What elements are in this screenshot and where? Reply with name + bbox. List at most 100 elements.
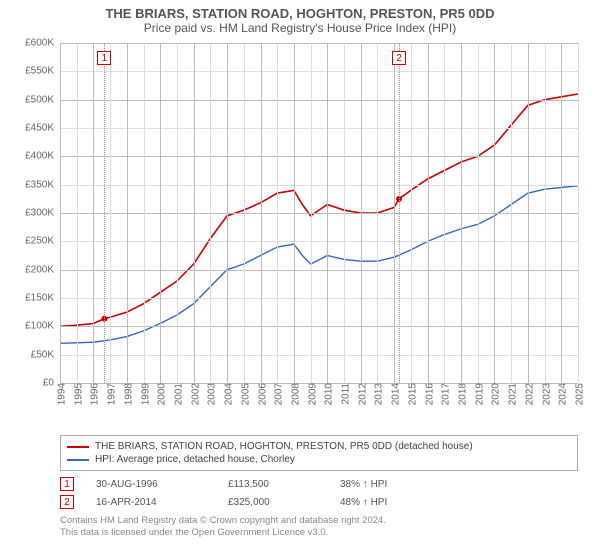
y-tick-label: £300K [25,208,60,219]
x-tick-label: 2004 [220,383,235,405]
transaction-row: 216-APR-2014£325,00048% ↑ HPI [60,493,578,511]
x-tick-label: 2022 [520,383,535,405]
x-gridline [444,43,445,383]
x-gridline [60,43,61,383]
x-gridline [411,43,412,383]
footer-line: Contains HM Land Registry data © Crown c… [60,515,578,527]
y-tick-label: £250K [25,236,60,247]
y-gridline [60,241,578,242]
x-gridline [210,43,211,383]
x-tick-label: 1995 [69,383,84,405]
x-tick-label: 2013 [370,383,385,405]
x-gridline [110,43,111,383]
y-gridline [60,213,578,214]
x-gridline [93,43,94,383]
y-gridline [60,270,578,271]
y-gridline [60,71,578,72]
legend-row: HPI: Average price, detached house, Chor… [67,453,571,466]
x-tick-label: 2006 [253,383,268,405]
x-gridline [494,43,495,383]
legend-swatch [67,459,89,461]
x-tick-label: 2007 [270,383,285,405]
y-tick-label: £150K [25,293,60,304]
x-gridline [578,43,579,383]
x-gridline [511,43,512,383]
x-tick-label: 2009 [303,383,318,405]
x-tick-label: 2005 [236,383,251,405]
x-tick-label: 2015 [403,383,418,405]
transaction-price: £113,500 [228,479,318,490]
x-gridline [377,43,378,383]
transaction-vs-hpi: 38% ↑ HPI [340,479,387,490]
x-gridline [244,43,245,383]
y-gridline [60,43,578,44]
x-gridline [344,43,345,383]
x-tick-label: 2008 [286,383,301,405]
y-gridline [60,355,578,356]
x-gridline [561,43,562,383]
transaction-marker: 1 [60,477,74,491]
legend-label: THE BRIARS, STATION ROAD, HOGHTON, PREST… [95,441,473,452]
footer-attribution: Contains HM Land Registry data © Crown c… [60,515,578,540]
x-gridline [160,43,161,383]
y-gridline [60,326,578,327]
x-gridline [261,43,262,383]
x-tick-label: 2017 [437,383,452,405]
x-tick-label: 2020 [487,383,502,405]
legend: THE BRIARS, STATION ROAD, HOGHTON, PREST… [60,435,578,471]
transaction-marker: 2 [60,495,74,509]
chart: £0£50K£100K£150K£200K£250K£300K£350K£400… [0,39,600,429]
page-title: THE BRIARS, STATION ROAD, HOGHTON, PREST… [0,0,600,21]
x-gridline [361,43,362,383]
plot-area: £0£50K£100K£150K£200K£250K£300K£350K£400… [60,43,578,383]
y-tick-label: £50K [31,349,60,360]
x-gridline [394,43,395,383]
x-gridline [478,43,479,383]
x-gridline [428,43,429,383]
y-gridline [60,298,578,299]
x-tick-label: 2018 [454,383,469,405]
transaction-date: 30-AUG-1996 [96,479,206,490]
legend-row: THE BRIARS, STATION ROAD, HOGHTON, PREST… [67,440,571,453]
x-tick-label: 2001 [169,383,184,405]
x-gridline [327,43,328,383]
x-gridline [294,43,295,383]
transaction-table: 1 30-AUG-1996 £113,500 38% ↑ HPI 2 16-APR-201… [60,475,578,511]
y-tick-label: £100K [25,321,60,332]
x-gridline [77,43,78,383]
x-gridline [127,43,128,383]
transaction-price: £325,000 [228,497,318,508]
x-tick-label: 2024 [554,383,569,405]
y-gridline [60,100,578,101]
x-gridline [227,43,228,383]
y-tick-label: £350K [25,179,60,190]
x-gridline [194,43,195,383]
y-tick-label: £600K [25,38,60,49]
page-subtitle: Price paid vs. HM Land Registry's House … [0,21,600,39]
x-tick-label: 2011 [337,383,352,405]
x-tick-label: 2023 [537,383,552,405]
x-tick-label: 2016 [420,383,435,405]
x-tick-label: 1997 [103,383,118,405]
x-gridline [545,43,546,383]
y-tick-label: £450K [25,123,60,134]
y-gridline [60,156,578,157]
x-gridline [177,43,178,383]
x-gridline [528,43,529,383]
transaction-date: 16-APR-2014 [96,497,206,508]
x-gridline [461,43,462,383]
x-tick-label: 1998 [119,383,134,405]
x-tick-label: 1994 [53,383,68,405]
transaction-row: 1 30-AUG-1996 £113,500 38% ↑ HPI [60,475,578,493]
x-tick-label: 2019 [470,383,485,405]
transaction-guideline [399,43,400,383]
x-tick-label: 2010 [320,383,335,405]
transaction-guideline [104,43,105,383]
y-gridline [60,128,578,129]
transaction-marker: 1 [97,51,111,65]
y-tick-label: £500K [25,94,60,105]
x-tick-label: 1999 [136,383,151,405]
x-tick-label: 2012 [353,383,368,405]
y-tick-label: £400K [25,151,60,162]
x-tick-label: 2021 [504,383,519,405]
